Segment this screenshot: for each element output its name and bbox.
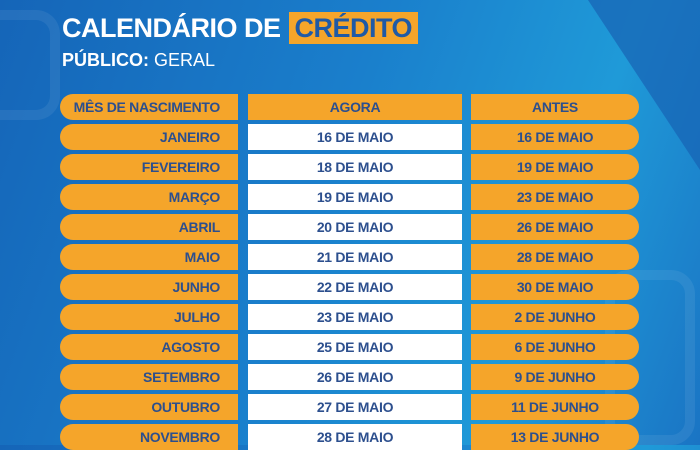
before-date-cell: 2 DE JUNHO [471, 304, 639, 330]
before-date-cell: 19 DE MAIO [471, 154, 639, 180]
table-header: MÊS DE NASCIMENTO AGORA ANTES [60, 94, 639, 120]
title-text: CALENDÁRIO DE [62, 12, 281, 43]
before-date-cell: 23 DE MAIO [471, 184, 639, 210]
before-date-cell: 26 DE MAIO [471, 214, 639, 240]
table-row: SETEMBRO 26 DE MAIO 9 DE JUNHO [60, 364, 639, 390]
now-date-cell: 23 DE MAIO [248, 304, 462, 330]
birth-month-cell: OUTUBRO [60, 394, 238, 420]
subtitle: PÚBLICO: GERAL [62, 50, 215, 71]
birth-month-cell: ABRIL [60, 214, 238, 240]
birth-month-cell: NOVEMBRO [60, 424, 238, 450]
now-date-cell: 20 DE MAIO [248, 214, 462, 240]
birth-month-cell: FEVEREIRO [60, 154, 238, 180]
now-date-cell: 21 DE MAIO [248, 244, 462, 270]
table-row: OUTUBRO 27 DE MAIO 11 DE JUNHO [60, 394, 639, 420]
now-date-cell: 28 DE MAIO [248, 424, 462, 450]
now-date-cell: 27 DE MAIO [248, 394, 462, 420]
now-date-cell: 16 DE MAIO [248, 124, 462, 150]
header-before: ANTES [471, 94, 639, 120]
table-row: NOVEMBRO 28 DE MAIO 13 DE JUNHO [60, 424, 639, 450]
table-row: MARÇO 19 DE MAIO 23 DE MAIO [60, 184, 639, 210]
birth-month-cell: JULHO [60, 304, 238, 330]
now-date-cell: 26 DE MAIO [248, 364, 462, 390]
birth-month-cell: JUNHO [60, 274, 238, 300]
birth-month-cell: MARÇO [60, 184, 238, 210]
before-date-cell: 16 DE MAIO [471, 124, 639, 150]
now-date-cell: 19 DE MAIO [248, 184, 462, 210]
now-date-cell: 18 DE MAIO [248, 154, 462, 180]
header-now: AGORA [248, 94, 462, 120]
before-date-cell: 28 DE MAIO [471, 244, 639, 270]
title-highlight: CRÉDITO [288, 12, 419, 44]
birth-month-cell: SETEMBRO [60, 364, 238, 390]
background-shape [0, 10, 60, 120]
now-date-cell: 25 DE MAIO [248, 334, 462, 360]
birth-month-cell: JANEIRO [60, 124, 238, 150]
before-date-cell: 11 DE JUNHO [471, 394, 639, 420]
table-row: JANEIRO 16 DE MAIO 16 DE MAIO [60, 124, 639, 150]
now-date-cell: 22 DE MAIO [248, 274, 462, 300]
birth-month-cell: AGOSTO [60, 334, 238, 360]
header-birth-month: MÊS DE NASCIMENTO [60, 94, 238, 120]
table-row: MAIO 21 DE MAIO 28 DE MAIO [60, 244, 639, 270]
table-row: JUNHO 22 DE MAIO 30 DE MAIO [60, 274, 639, 300]
before-date-cell: 30 DE MAIO [471, 274, 639, 300]
before-date-cell: 6 DE JUNHO [471, 334, 639, 360]
page-title: CALENDÁRIO DE CRÉDITO [62, 12, 419, 44]
subtitle-value: GERAL [154, 50, 216, 70]
table-row: FEVEREIRO 18 DE MAIO 19 DE MAIO [60, 154, 639, 180]
table-row: AGOSTO 25 DE MAIO 6 DE JUNHO [60, 334, 639, 360]
table-row: ABRIL 20 DE MAIO 26 DE MAIO [60, 214, 639, 240]
before-date-cell: 13 DE JUNHO [471, 424, 639, 450]
before-date-cell: 9 DE JUNHO [471, 364, 639, 390]
subtitle-label: PÚBLICO: [62, 50, 149, 70]
birth-month-cell: MAIO [60, 244, 238, 270]
table-row: JULHO 23 DE MAIO 2 DE JUNHO [60, 304, 639, 330]
